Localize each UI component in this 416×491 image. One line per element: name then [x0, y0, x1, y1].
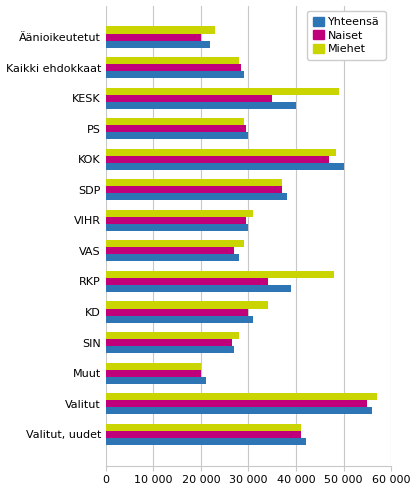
Bar: [106, 125, 246, 132]
Bar: [106, 163, 344, 170]
Bar: [106, 241, 244, 247]
Bar: [106, 431, 301, 438]
Bar: [106, 271, 334, 278]
Bar: [106, 247, 234, 254]
Bar: [106, 210, 253, 217]
Bar: [106, 363, 201, 370]
Bar: [106, 370, 201, 377]
Bar: [106, 316, 253, 323]
Bar: [106, 407, 372, 414]
Bar: [106, 118, 244, 125]
Bar: [106, 339, 232, 346]
Bar: [106, 217, 246, 224]
Bar: [106, 285, 291, 292]
Bar: [106, 41, 210, 48]
Bar: [106, 179, 282, 186]
Bar: [106, 27, 215, 33]
Bar: [106, 64, 241, 71]
Bar: [106, 346, 234, 353]
Bar: [106, 254, 239, 262]
Bar: [106, 332, 239, 339]
Bar: [106, 224, 248, 231]
Bar: [106, 33, 201, 41]
Bar: [106, 301, 267, 308]
Bar: [106, 186, 282, 193]
Bar: [106, 400, 367, 407]
Bar: [106, 193, 287, 200]
Bar: [106, 377, 206, 383]
Bar: [106, 95, 272, 102]
Bar: [106, 87, 339, 95]
Bar: [106, 424, 301, 431]
Legend: Yhteensä, Naiset, Miehet: Yhteensä, Naiset, Miehet: [307, 11, 386, 60]
Bar: [106, 278, 267, 285]
Bar: [106, 149, 337, 156]
Bar: [106, 308, 248, 316]
Bar: [106, 156, 329, 163]
Bar: [106, 393, 377, 400]
Bar: [106, 132, 248, 139]
Bar: [106, 71, 244, 78]
Bar: [106, 102, 296, 109]
Bar: [106, 438, 306, 445]
Bar: [106, 57, 239, 64]
